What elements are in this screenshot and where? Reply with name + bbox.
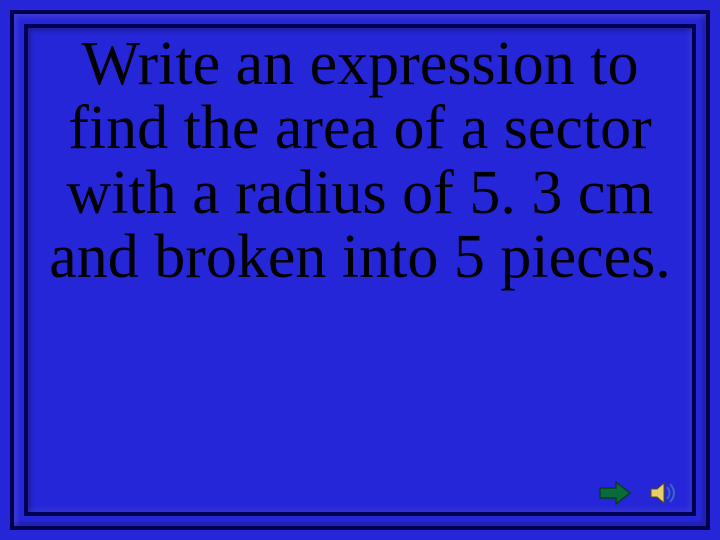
inner-frame: Write an expression to find the area of … [24,24,696,516]
next-arrow-button[interactable] [598,480,632,506]
speaker-icon [648,478,678,508]
speaker-button[interactable] [648,478,678,508]
question-text: Write an expression to find the area of … [28,32,692,290]
next-arrow-icon [598,480,632,506]
outer-frame: Write an expression to find the area of … [10,10,710,530]
